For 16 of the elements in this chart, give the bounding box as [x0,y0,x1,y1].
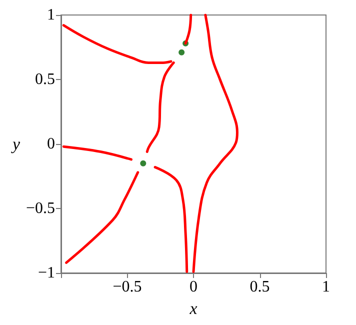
y-tick-label: −1 [38,264,55,282]
x-tick-label: 1 [322,278,330,296]
line-series [154,166,188,273]
y-tick-label: 1 [47,6,55,24]
x-tick-label: 0.5 [250,278,270,296]
y-axis-title: y [10,134,21,154]
line-series [192,14,238,273]
point [140,160,146,166]
point [178,49,185,56]
x-axis-title: x [188,298,198,318]
x-tick-label: −0.5 [112,278,142,296]
y-tick-label: 0.5 [35,71,55,88]
line-series [65,171,140,264]
y-tick-label: −0.5 [26,200,55,217]
y-tick-label: 0 [47,136,55,152]
x-tick-label: 0 [190,278,198,296]
